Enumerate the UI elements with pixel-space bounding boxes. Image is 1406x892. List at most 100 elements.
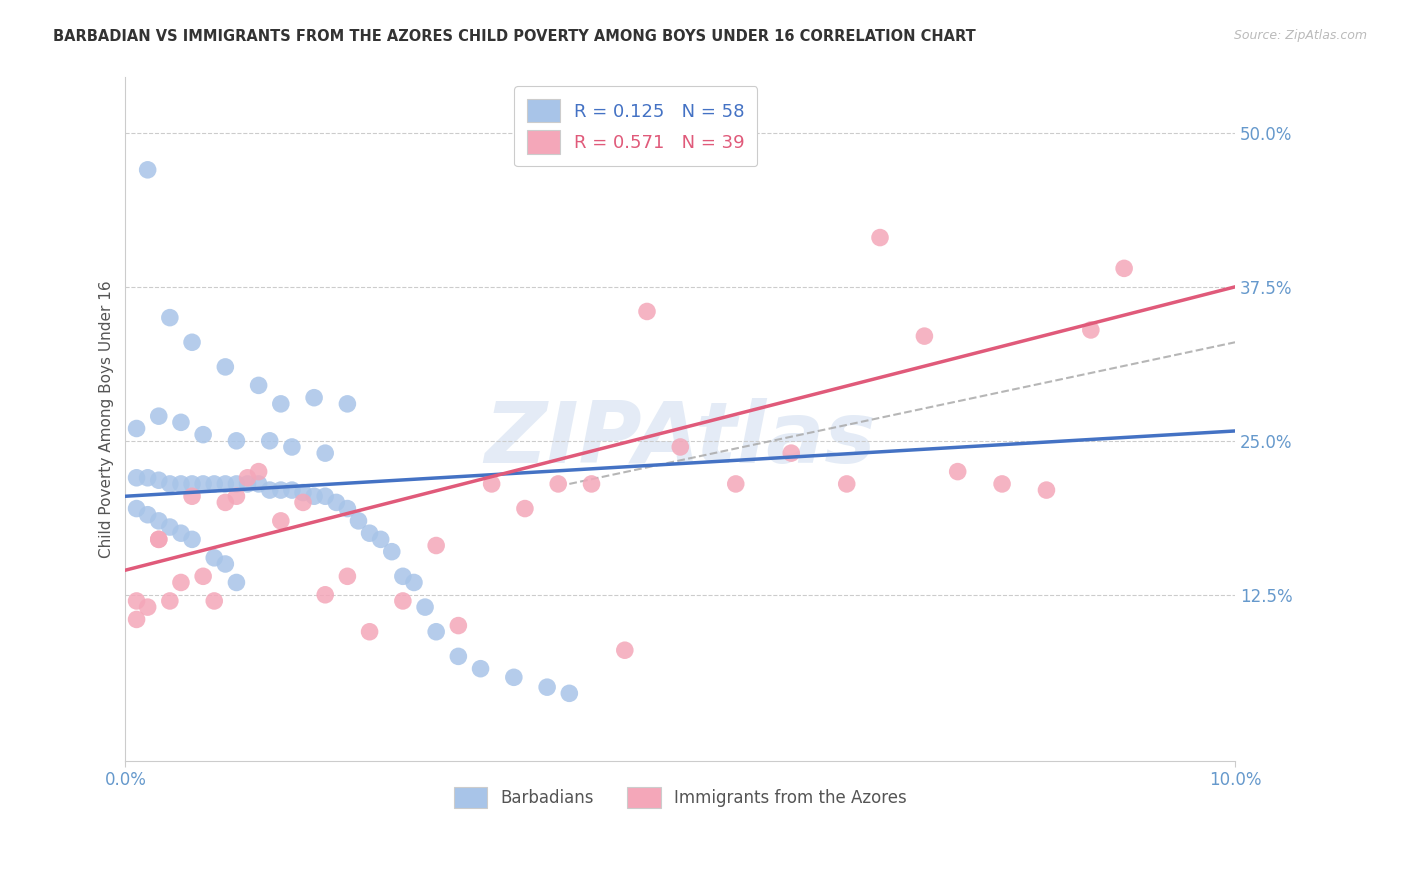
Point	[236, 477, 259, 491]
Text: BARBADIAN VS IMMIGRANTS FROM THE AZORES CHILD POVERTY AMONG BOYS UNDER 16 CORREL: BARBADIAN VS IMMIGRANTS FROM THE AZORES …	[53, 29, 976, 44]
Point	[780, 446, 803, 460]
Point	[447, 618, 470, 632]
Point	[912, 329, 935, 343]
Point	[347, 514, 370, 528]
Point	[669, 440, 692, 454]
Point	[270, 483, 292, 497]
Point	[392, 594, 415, 608]
Point	[148, 409, 170, 424]
Point	[191, 427, 214, 442]
Point	[402, 575, 425, 590]
Point	[370, 533, 392, 547]
Point	[170, 415, 193, 429]
Point	[259, 483, 281, 497]
Point	[148, 533, 170, 547]
Point	[558, 686, 581, 700]
Point	[214, 495, 236, 509]
Point	[170, 575, 193, 590]
Point	[869, 230, 891, 244]
Point	[581, 477, 603, 491]
Point	[1080, 323, 1102, 337]
Point	[991, 477, 1014, 491]
Point	[835, 477, 858, 491]
Point	[336, 397, 359, 411]
Point	[159, 310, 181, 325]
Point	[202, 550, 225, 565]
Point	[136, 600, 159, 615]
Point	[1114, 261, 1136, 276]
Point	[636, 304, 658, 318]
Point	[148, 514, 170, 528]
Point	[613, 643, 636, 657]
Point	[214, 359, 236, 374]
Point	[125, 612, 148, 626]
Point	[502, 670, 524, 684]
Point	[336, 569, 359, 583]
Point	[225, 434, 247, 448]
Point	[359, 624, 381, 639]
Point	[214, 557, 236, 571]
Point	[125, 471, 148, 485]
Text: Source: ZipAtlas.com: Source: ZipAtlas.com	[1233, 29, 1367, 42]
Point	[202, 477, 225, 491]
Point	[481, 477, 503, 491]
Point	[225, 489, 247, 503]
Point	[447, 649, 470, 664]
Legend: Barbadians, Immigrants from the Azores: Barbadians, Immigrants from the Azores	[447, 780, 914, 814]
Point	[513, 501, 536, 516]
Point	[547, 477, 569, 491]
Point	[325, 495, 347, 509]
Point	[1035, 483, 1057, 497]
Y-axis label: Child Poverty Among Boys Under 16: Child Poverty Among Boys Under 16	[100, 280, 114, 558]
Point	[181, 489, 204, 503]
Point	[314, 588, 336, 602]
Point	[302, 391, 325, 405]
Point	[125, 594, 148, 608]
Point	[470, 662, 492, 676]
Point	[359, 526, 381, 541]
Point	[202, 594, 225, 608]
Point	[225, 477, 247, 491]
Point	[247, 378, 270, 392]
Point	[281, 483, 304, 497]
Point	[225, 575, 247, 590]
Point	[292, 485, 315, 500]
Point	[270, 514, 292, 528]
Point	[236, 471, 259, 485]
Point	[181, 533, 204, 547]
Point	[148, 533, 170, 547]
Point	[247, 465, 270, 479]
Point	[314, 446, 336, 460]
Point	[259, 434, 281, 448]
Point	[724, 477, 747, 491]
Point	[214, 477, 236, 491]
Point	[381, 544, 404, 558]
Point	[270, 397, 292, 411]
Text: ZIPAtlas: ZIPAtlas	[485, 398, 876, 482]
Point	[125, 501, 148, 516]
Point	[159, 520, 181, 534]
Point	[170, 526, 193, 541]
Point	[136, 162, 159, 177]
Point	[247, 477, 270, 491]
Point	[181, 335, 204, 350]
Point	[425, 539, 447, 553]
Point	[281, 440, 304, 454]
Point	[170, 477, 193, 491]
Point	[191, 477, 214, 491]
Point	[159, 594, 181, 608]
Point	[191, 569, 214, 583]
Point	[136, 508, 159, 522]
Point	[536, 680, 558, 694]
Point	[425, 624, 447, 639]
Point	[302, 489, 325, 503]
Point	[946, 465, 969, 479]
Point	[159, 477, 181, 491]
Point	[292, 495, 315, 509]
Point	[314, 489, 336, 503]
Point	[125, 421, 148, 435]
Point	[136, 471, 159, 485]
Point	[413, 600, 436, 615]
Point	[148, 473, 170, 487]
Point	[336, 501, 359, 516]
